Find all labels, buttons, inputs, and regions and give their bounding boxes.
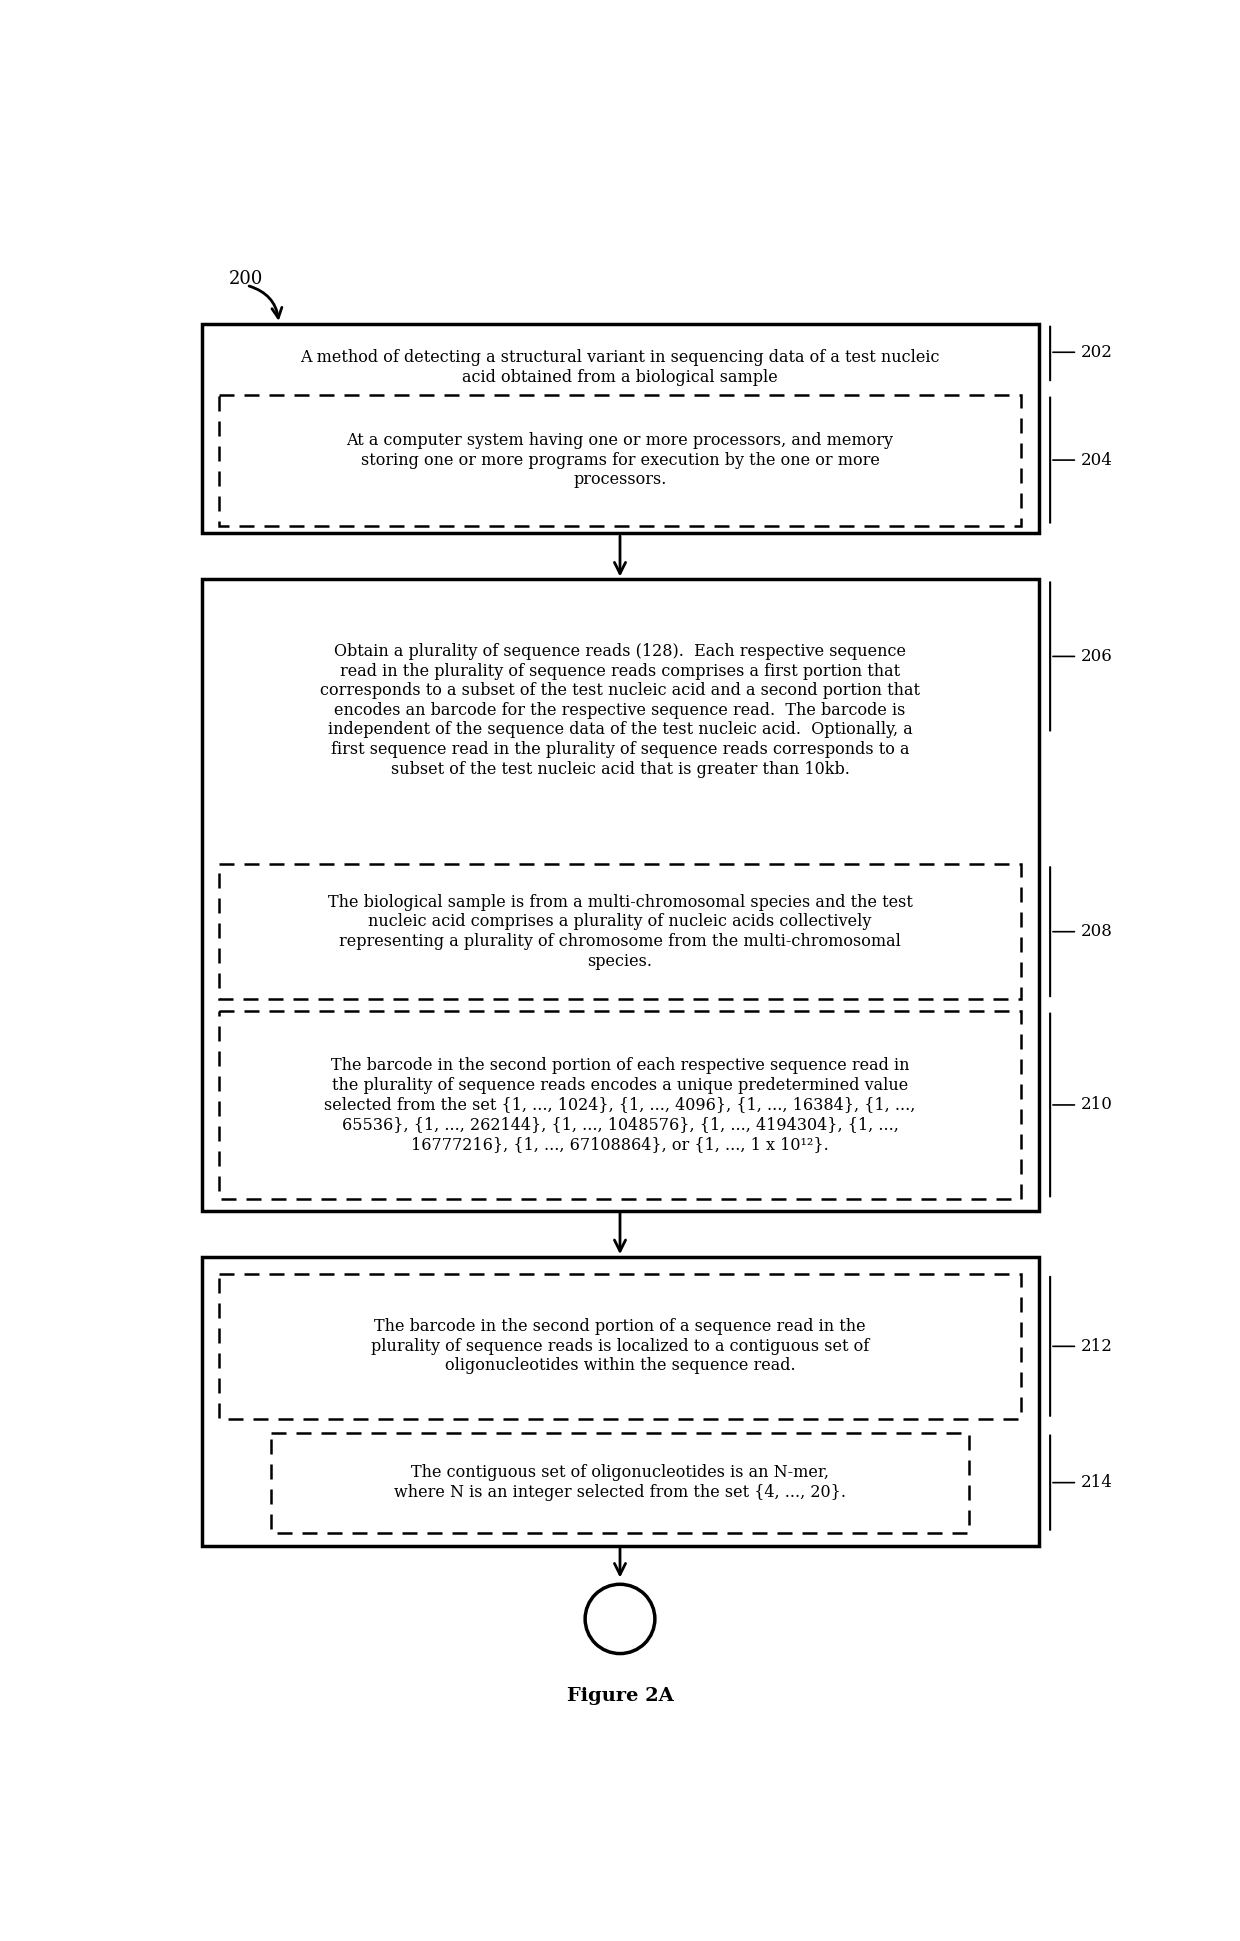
Text: 202: 202 (1081, 344, 1114, 361)
Bar (272, 1432, 968, 1533)
Text: The biological sample is from a multi-chromosomal species and the test
nucleic a: The biological sample is from a multi-ch… (327, 893, 913, 970)
Text: 208: 208 (1081, 924, 1114, 939)
Circle shape (585, 1584, 655, 1654)
Text: 212: 212 (1081, 1337, 1114, 1355)
Bar (201, 1258, 1039, 1545)
Text: B: B (613, 1609, 627, 1628)
Bar (201, 580, 1039, 1211)
Bar (218, 1011, 1022, 1200)
Text: 206: 206 (1081, 648, 1112, 666)
Bar (218, 864, 1022, 1000)
Text: 200: 200 (228, 270, 263, 287)
Text: At a computer system having one or more processors, and memory
storing one or mo: At a computer system having one or more … (346, 433, 894, 489)
Text: Obtain a plurality of sequence reads (128).  Each respective sequence
read in th: Obtain a plurality of sequence reads (12… (320, 642, 920, 778)
Bar (218, 1273, 1022, 1419)
Text: The barcode in the second portion of a sequence read in the
plurality of sequenc: The barcode in the second portion of a s… (371, 1318, 869, 1374)
Text: Figure 2A: Figure 2A (567, 1687, 673, 1704)
Text: The contiguous set of oligonucleotides is an N-mer,
where N is an integer select: The contiguous set of oligonucleotides i… (394, 1464, 846, 1500)
Bar (218, 394, 1022, 526)
Text: 204: 204 (1081, 452, 1114, 468)
Text: A method of detecting a structural variant in sequencing data of a test nucleic
: A method of detecting a structural varia… (300, 349, 940, 386)
Text: 210: 210 (1081, 1097, 1114, 1114)
Bar (201, 324, 1039, 534)
Text: 214: 214 (1081, 1473, 1114, 1491)
Text: The barcode in the second portion of each respective sequence read in
the plural: The barcode in the second portion of eac… (325, 1058, 915, 1153)
